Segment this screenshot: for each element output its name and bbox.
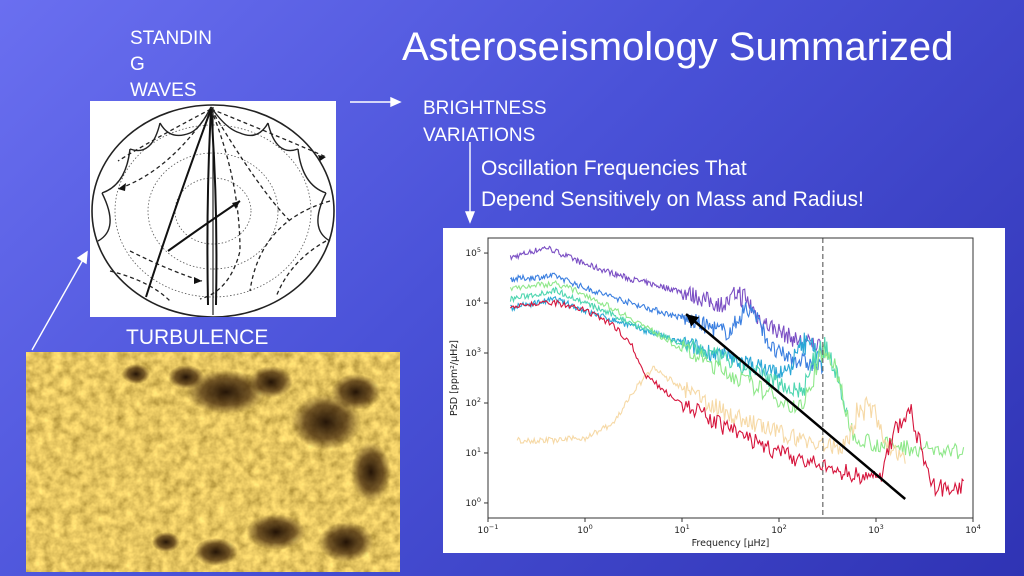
page-title: Asteroseismology Summarized — [402, 25, 954, 69]
series-line-1 — [509, 272, 824, 375]
x-tick-label: 100 — [577, 523, 593, 536]
y-axis-label: PSD [ppm²/μHz] — [449, 340, 460, 416]
brightness-variations-label: BRIGHTNESS VARIATIONS — [423, 98, 547, 146]
oscillation-frequencies-text: Oscillation Frequencies That Depend Sens… — [481, 157, 864, 211]
arrow-head-right — [390, 96, 402, 108]
series-line-5 — [516, 365, 906, 464]
arrow-turbulence-to-waves — [31, 257, 85, 351]
y-tick-label: 100 — [465, 496, 481, 509]
arrow-head-down — [464, 211, 476, 224]
x-tick-label: 104 — [965, 523, 981, 536]
psd-chart-panel: 10−1 100 101 102 103 104 100 101 102 103 104 105 Fr… — [443, 228, 1005, 553]
standing-waves-label: STANDIN G WAVES — [130, 28, 212, 101]
series-line-0 — [509, 245, 824, 355]
x-tick-label: 102 — [771, 523, 787, 536]
ticks-layer: 10−1 100 101 102 103 104 100 101 102 103 104 105 — [465, 246, 980, 536]
x-axis-label: Frequency [μHz] — [692, 538, 770, 549]
standing-waves-diagram — [90, 101, 336, 317]
granulation-texture — [26, 352, 400, 572]
series-layer — [509, 245, 965, 498]
trend-arrow — [685, 313, 907, 500]
y-tick-label: 103 — [465, 346, 481, 359]
y-tick-label: 105 — [465, 246, 481, 259]
solar-granulation-image — [26, 352, 400, 572]
trend-arrow-head — [686, 314, 700, 327]
series-line-3 — [509, 286, 848, 413]
series-line-6 — [509, 299, 965, 498]
y-tick-label: 104 — [465, 296, 481, 309]
y-tick-label: 101 — [465, 446, 481, 459]
y-tick-label: 102 — [465, 396, 481, 409]
turbulence-label: TURBULENCE — [126, 326, 269, 349]
x-tick-label: 101 — [674, 523, 690, 536]
x-tick-label: 103 — [868, 523, 884, 536]
arrow-head-up — [76, 250, 88, 265]
x-tick-label: 10−1 — [477, 523, 498, 536]
arrow-layer — [685, 313, 907, 500]
plot-frame — [487, 237, 974, 519]
psd-chart: 10−1 100 101 102 103 104 100 101 102 103 104 105 Fr… — [449, 237, 981, 549]
star-ray-diagram — [91, 104, 335, 317]
